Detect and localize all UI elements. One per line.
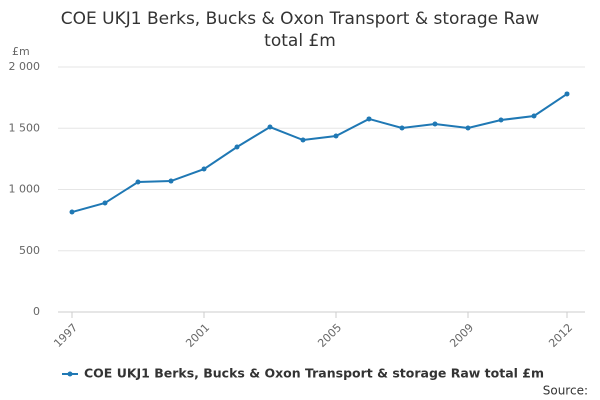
y-tick-label: 2 000 <box>9 60 41 73</box>
legend-label: COE UKJ1 Berks, Bucks & Oxon Transport &… <box>84 366 544 381</box>
y-axis-label: £m <box>12 45 30 58</box>
data-point <box>399 125 405 131</box>
data-point <box>102 200 108 206</box>
y-tick-label: 1 500 <box>9 121 41 134</box>
data-point <box>465 125 471 131</box>
data-point <box>201 166 207 172</box>
data-point <box>168 178 174 184</box>
data-point <box>333 133 339 139</box>
data-point <box>267 124 273 130</box>
data-point <box>300 137 306 143</box>
x-tick-label: 1997 <box>51 321 80 350</box>
source: Source: <box>543 384 588 398</box>
data-point <box>498 117 504 123</box>
data-point <box>135 179 141 185</box>
data-point <box>531 113 537 119</box>
data-point <box>366 116 372 122</box>
y-tick-label: 1 000 <box>9 183 41 196</box>
x-tick-label: 2001 <box>183 321 212 350</box>
x-tick-label: 2012 <box>546 321 575 350</box>
x-tick-label: 2005 <box>315 321 344 350</box>
x-tick-label: 2009 <box>447 321 476 350</box>
data-point <box>234 144 240 150</box>
legend-marker <box>67 371 73 377</box>
data-line <box>71 93 568 214</box>
y-tick-label: 0 <box>33 305 40 318</box>
data-point <box>564 91 570 97</box>
chart-title: COE UKJ1 Berks, Bucks & Oxon Transport &… <box>60 9 540 51</box>
data-point <box>432 121 438 127</box>
y-tick-label: 500 <box>19 244 40 257</box>
data-point <box>69 209 75 215</box>
